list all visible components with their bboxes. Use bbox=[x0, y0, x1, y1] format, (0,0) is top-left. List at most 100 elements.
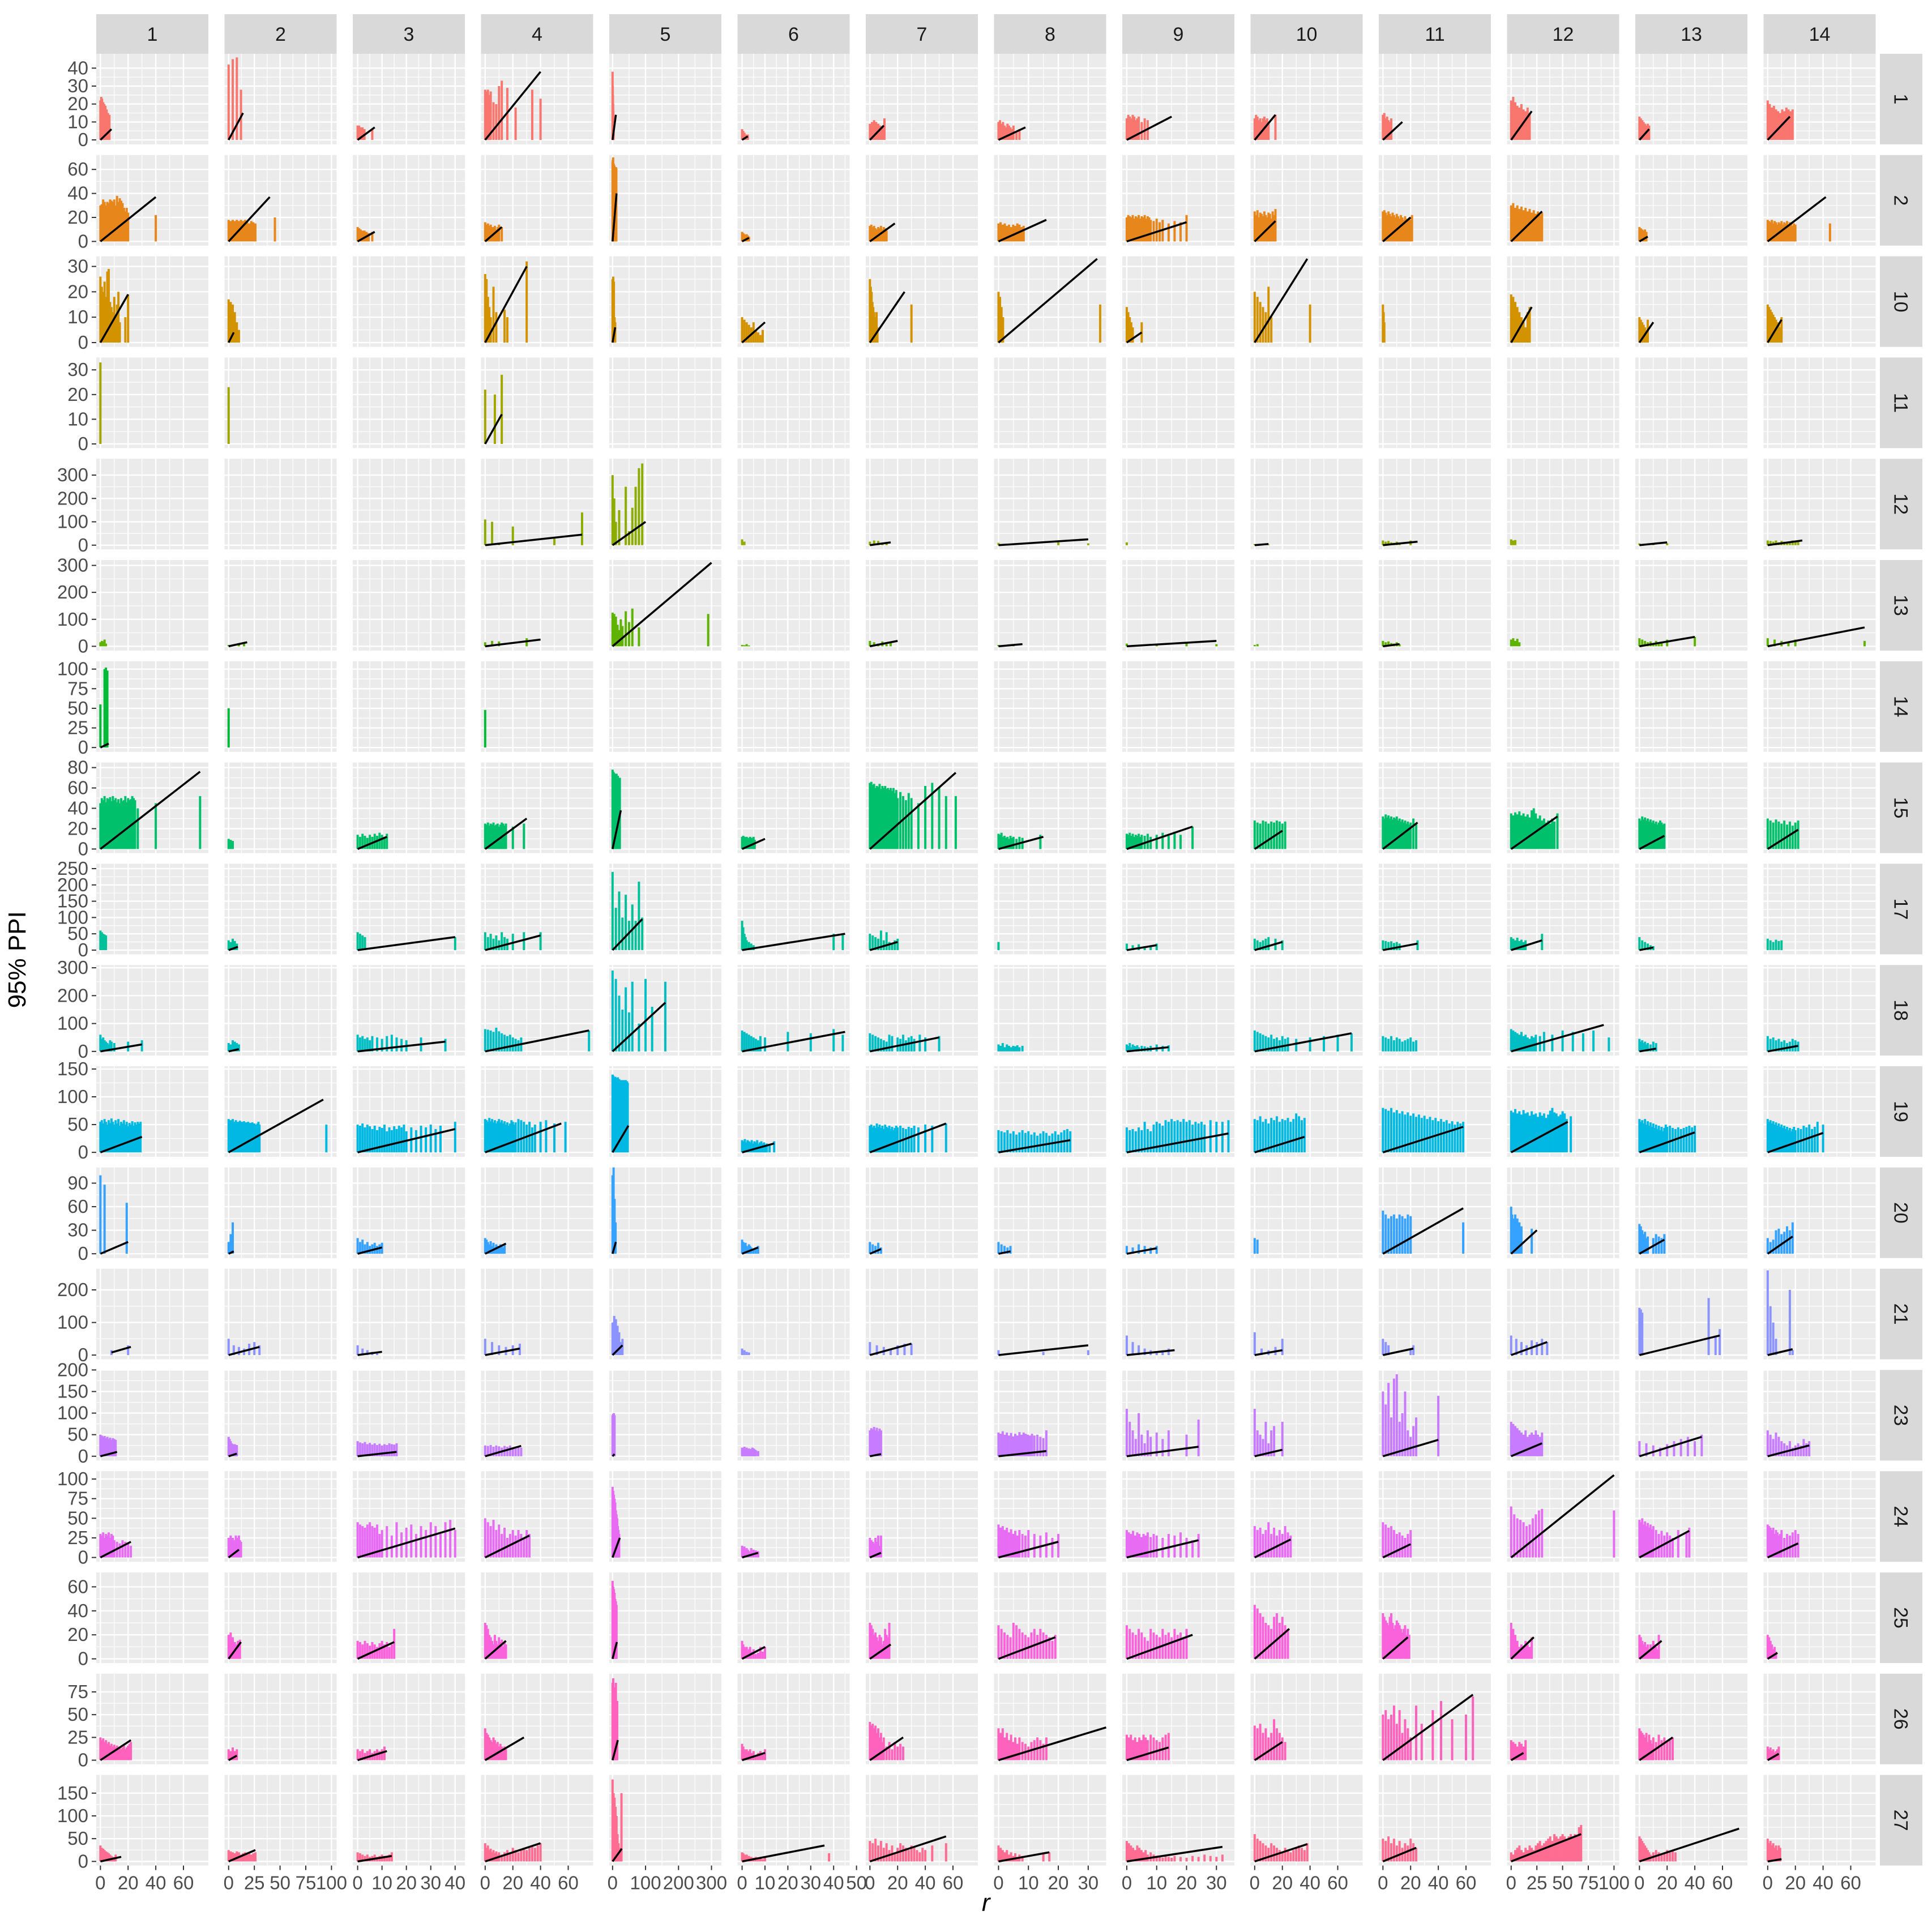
fit-line bbox=[228, 1346, 260, 1356]
fit-line bbox=[741, 837, 766, 850]
panel-background bbox=[1122, 661, 1234, 752]
fit-line bbox=[1126, 1247, 1157, 1255]
fit-line bbox=[869, 223, 896, 242]
fit-line bbox=[612, 114, 617, 140]
panel-background bbox=[609, 155, 721, 246]
panel-background bbox=[866, 661, 978, 752]
fit-line bbox=[485, 1029, 589, 1053]
panel-background bbox=[1763, 1268, 1876, 1360]
fit-line bbox=[1254, 258, 1309, 343]
fit-line bbox=[357, 836, 387, 850]
panel-background bbox=[609, 357, 721, 448]
panel bbox=[737, 661, 857, 752]
panel bbox=[737, 459, 857, 550]
fit-line bbox=[357, 1246, 383, 1255]
fit-line bbox=[998, 258, 1098, 344]
panel bbox=[1379, 459, 1491, 550]
fit-line bbox=[1383, 942, 1418, 951]
fit-line bbox=[742, 1142, 775, 1153]
panel bbox=[1122, 1268, 1234, 1360]
fit-line bbox=[1639, 1048, 1656, 1053]
panel-background bbox=[737, 661, 850, 752]
panel bbox=[994, 762, 1106, 853]
fit-line bbox=[1767, 1236, 1793, 1255]
panel bbox=[1763, 864, 1876, 955]
panel bbox=[994, 1066, 1106, 1157]
fit-line bbox=[1126, 1349, 1175, 1356]
panel bbox=[609, 864, 721, 955]
fit-line bbox=[485, 1347, 520, 1356]
fit-line bbox=[869, 1248, 882, 1255]
fit-line bbox=[869, 1036, 939, 1053]
fit-line bbox=[357, 1040, 446, 1053]
fit-line bbox=[1767, 626, 1865, 648]
panel-background bbox=[1379, 256, 1491, 347]
panel bbox=[609, 965, 721, 1056]
panel bbox=[224, 864, 337, 955]
panel bbox=[1507, 762, 1619, 853]
panel bbox=[1763, 256, 1876, 347]
panel-background bbox=[1379, 459, 1491, 550]
fit-line bbox=[869, 125, 885, 141]
panel bbox=[1763, 155, 1876, 246]
panel-background bbox=[1250, 357, 1363, 448]
panel bbox=[609, 762, 721, 853]
panel bbox=[96, 1268, 208, 1360]
fit-line bbox=[1383, 643, 1400, 648]
panel-background bbox=[609, 1167, 721, 1258]
panel bbox=[994, 357, 1106, 448]
panel-background bbox=[994, 661, 1106, 752]
fit-line bbox=[869, 1122, 947, 1153]
fit-line bbox=[1126, 221, 1187, 243]
fit-line bbox=[357, 230, 375, 242]
fit-line bbox=[484, 71, 541, 141]
fit-line bbox=[1254, 1135, 1305, 1153]
panel bbox=[1763, 1268, 1876, 1360]
panel-background bbox=[737, 54, 850, 144]
panel bbox=[1250, 155, 1363, 246]
panel bbox=[1635, 1167, 1747, 1258]
fit-line bbox=[998, 643, 1023, 648]
fit-line bbox=[1639, 946, 1654, 951]
panel bbox=[1635, 256, 1747, 347]
panel bbox=[866, 256, 978, 347]
panel bbox=[481, 560, 593, 651]
panel-background bbox=[96, 357, 208, 448]
fit-line bbox=[998, 538, 1088, 546]
panel bbox=[1379, 1167, 1491, 1258]
panel bbox=[737, 864, 857, 955]
panel bbox=[96, 357, 208, 448]
panel bbox=[481, 155, 593, 246]
fit-line bbox=[1382, 822, 1418, 850]
fit-line bbox=[357, 936, 456, 951]
panel bbox=[353, 762, 465, 853]
fit-line bbox=[1639, 635, 1695, 648]
panel bbox=[1122, 864, 1234, 955]
panel bbox=[353, 459, 465, 550]
panel-background bbox=[737, 459, 850, 550]
panel bbox=[737, 1268, 857, 1360]
panel bbox=[96, 1066, 208, 1157]
panel bbox=[1507, 459, 1619, 550]
fit-line bbox=[1767, 196, 1827, 242]
panel-background bbox=[1763, 357, 1876, 448]
panel bbox=[481, 965, 593, 1056]
fit-line bbox=[1382, 1126, 1464, 1153]
panel bbox=[1507, 54, 1619, 144]
fit-line bbox=[111, 1346, 131, 1354]
fit-line bbox=[612, 1241, 617, 1254]
fit-line bbox=[741, 237, 750, 242]
panel bbox=[994, 560, 1106, 651]
fit-line bbox=[100, 1241, 129, 1255]
panel bbox=[994, 256, 1106, 347]
panel bbox=[353, 1066, 465, 1157]
panel bbox=[866, 54, 978, 144]
panel bbox=[1250, 459, 1363, 550]
fit-line bbox=[228, 1250, 234, 1255]
panel bbox=[609, 357, 721, 448]
panel bbox=[866, 357, 978, 448]
panel bbox=[1122, 560, 1234, 651]
panel bbox=[353, 560, 465, 651]
panel bbox=[609, 54, 721, 144]
panel bbox=[1250, 1167, 1363, 1258]
